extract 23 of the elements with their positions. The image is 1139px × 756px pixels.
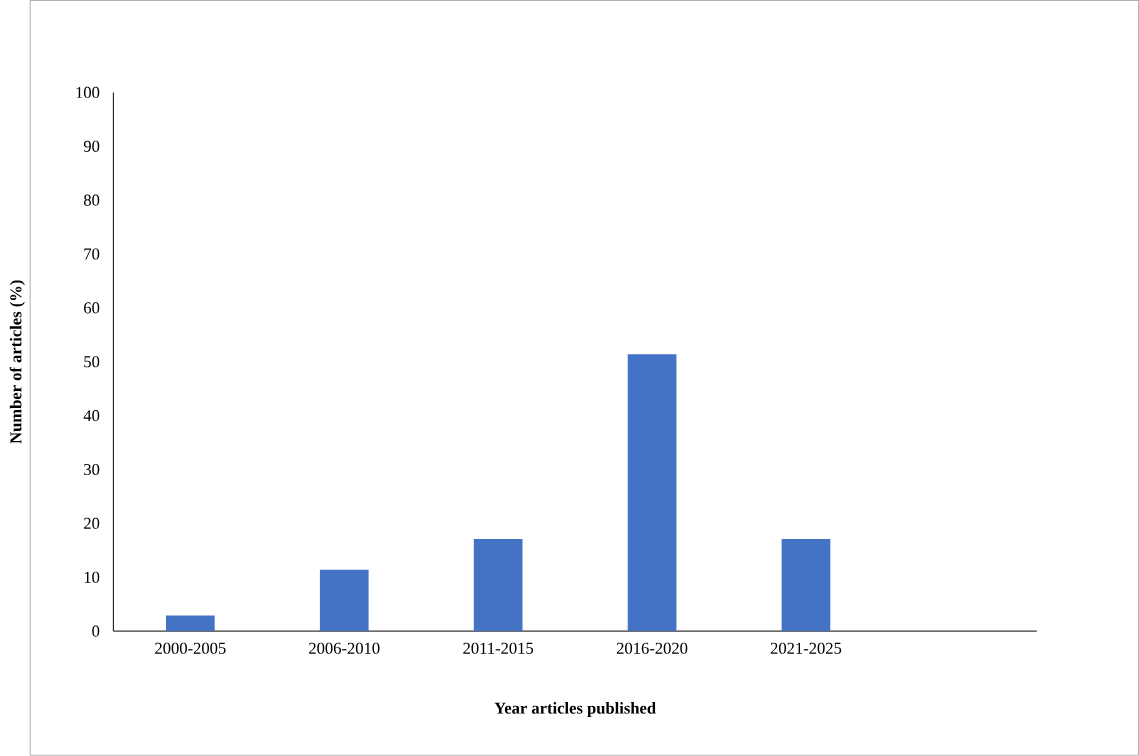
x-tick-label: 2006-2010 — [309, 642, 380, 654]
y-tick-label: 80 — [83, 194, 100, 206]
bar — [781, 539, 831, 632]
x-tick-label: 2016-2020 — [616, 642, 688, 654]
y-tick-label: 100 — [76, 86, 100, 99]
x-tick-label: 2021-2025 — [770, 642, 842, 654]
y-tick-label: 20 — [84, 517, 100, 530]
bar — [165, 615, 215, 632]
x-tick-label: 2011-2015 — [463, 642, 534, 654]
y-tick-label: 50 — [84, 356, 100, 368]
x-axis-title: Year articles published — [494, 702, 656, 718]
x-tick-label: 2000-2005 — [155, 642, 226, 654]
y-tick-label: 60 — [84, 302, 100, 314]
y-tick-label: 0 — [92, 625, 100, 637]
y-tick-label: 30 — [84, 464, 100, 476]
y-tick-label: 10 — [84, 571, 100, 583]
bar — [627, 354, 677, 632]
y-tick-label: 70 — [84, 248, 100, 260]
bar — [319, 569, 369, 632]
y-tick-label: 90 — [83, 140, 100, 153]
bar — [473, 539, 523, 632]
y-axis-title: Number of articles (%) — [9, 280, 25, 444]
y-tick-label: 40 — [83, 410, 100, 422]
